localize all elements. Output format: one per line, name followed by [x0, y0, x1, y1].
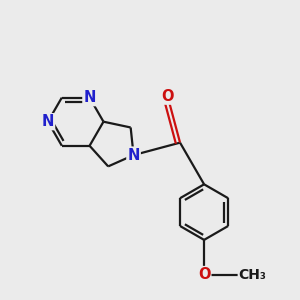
- Text: O: O: [198, 267, 210, 282]
- Text: N: N: [128, 148, 140, 163]
- Text: CH₃: CH₃: [239, 268, 267, 281]
- Text: N: N: [42, 114, 54, 129]
- Text: O: O: [161, 89, 174, 104]
- Text: N: N: [83, 90, 96, 105]
